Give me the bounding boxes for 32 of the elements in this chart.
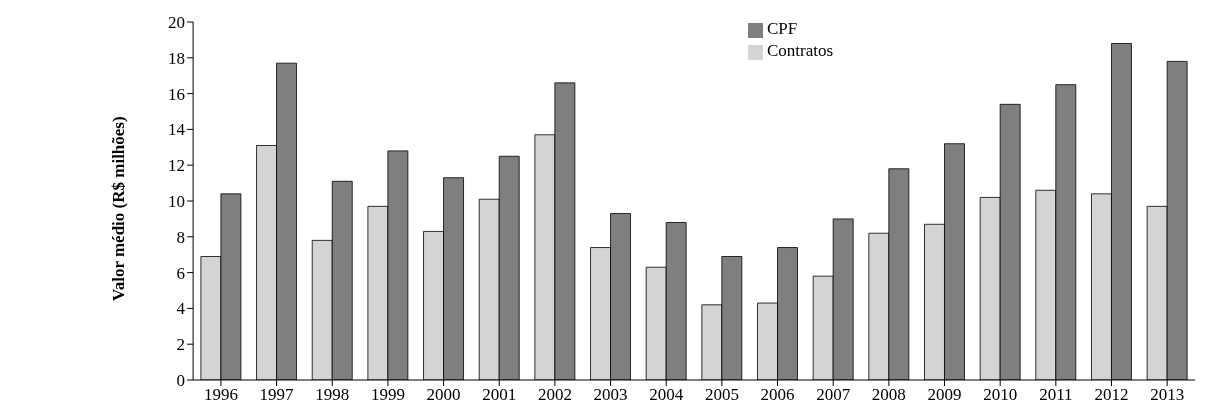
x-tick-label: 1998 [315, 385, 350, 405]
y-tick-label: 20 [168, 13, 186, 33]
x-tick-label: 2012 [1094, 385, 1129, 405]
x-tick-label: 2006 [760, 385, 795, 405]
y-tick-label: 8 [176, 227, 186, 247]
y-tick-label: 6 [176, 263, 186, 283]
x-tick-label: 2011 [1039, 385, 1073, 405]
y-tick-label: 14 [168, 120, 186, 140]
x-tick-label: 1997 [259, 385, 295, 405]
y-tick-label: 10 [168, 192, 186, 212]
y-tick-label: 4 [176, 299, 186, 319]
y-tick-label: 12 [168, 156, 186, 176]
y-tick-label: 16 [168, 84, 186, 104]
x-tick-label: 2002 [537, 385, 572, 405]
x-tick-label: 1999 [370, 385, 405, 405]
legend-label: CPF [767, 19, 798, 38]
x-tick-label: 2007 [816, 385, 851, 405]
x-tick-label: 2004 [649, 385, 684, 405]
x-tick-label: 2013 [1150, 385, 1185, 405]
x-tick-label: 2000 [426, 385, 461, 405]
y-axis-title: Valor médio (R$ milhões) [109, 116, 129, 301]
y-tick-label: 2 [176, 335, 186, 355]
legend-label: Contratos [767, 41, 834, 60]
x-tick-label: 1996 [203, 385, 238, 405]
x-tick-label: 2008 [871, 385, 906, 405]
x-tick-label: 2005 [704, 385, 739, 405]
x-tick-label: 2010 [983, 385, 1018, 405]
x-tick-label: 2009 [927, 385, 962, 405]
y-tick-label: 18 [168, 48, 186, 68]
y-tick-label: 0 [176, 371, 186, 391]
x-tick-label: 2003 [593, 385, 628, 405]
x-tick-label: 2001 [482, 385, 517, 405]
